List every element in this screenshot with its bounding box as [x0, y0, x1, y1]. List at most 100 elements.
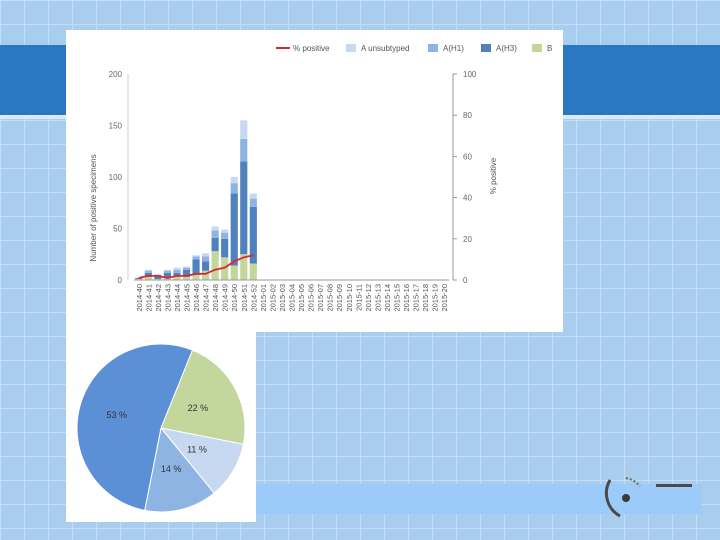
bar-segment	[144, 272, 152, 277]
bar-segment	[249, 206, 257, 264]
y-tick-label: 100	[109, 173, 123, 182]
x-tick-label: 2015-10	[345, 284, 354, 312]
pie-slice-label: 14 %	[161, 464, 182, 474]
y-tick-label: 150	[109, 122, 123, 131]
bar-segment	[163, 277, 171, 280]
x-tick-label: 2015-06	[307, 284, 316, 312]
x-tick-label: 2015-08	[326, 284, 335, 312]
y2-tick-label: 60	[463, 152, 472, 161]
percent-positive-line	[138, 254, 254, 279]
y-axis-label: Number of positive specimens	[89, 154, 98, 261]
bar-segment	[173, 272, 181, 277]
bar-segment	[182, 269, 191, 277]
pie-chart-panel: 22 % 11 % 14 % 53 %	[66, 332, 256, 522]
bar-segment	[192, 274, 200, 280]
bar-segment	[211, 230, 219, 238]
pie-slice-label: 22 %	[188, 403, 209, 413]
bar-segment	[182, 276, 191, 280]
pie-slice	[76, 343, 194, 511]
bar-segment	[211, 237, 219, 252]
bar-segment	[249, 263, 257, 280]
legend-label: A(H1)	[443, 44, 464, 53]
bar-segment	[163, 270, 171, 273]
x-tick-label: 2014-52	[249, 284, 258, 312]
bar-segment	[202, 261, 210, 271]
y2-tick-label: 100	[463, 70, 477, 79]
x-tick-label: 2014-46	[192, 284, 201, 312]
x-tick-label: 2015-14	[383, 284, 392, 312]
x-tick-label: 2014-49	[221, 284, 230, 312]
pie-slice	[160, 349, 246, 445]
bar-segment	[154, 273, 162, 275]
bar-segment	[182, 266, 191, 268]
y2-tick-label: 0	[463, 276, 468, 285]
x-tick-label: 2015-20	[440, 284, 449, 312]
bar-segment	[240, 161, 248, 255]
legend-swatch	[428, 44, 438, 52]
bar-segment	[144, 276, 152, 280]
legend-swatch	[346, 44, 356, 52]
x-tick-label: 2015-01	[259, 284, 268, 312]
bar-segment	[163, 272, 171, 278]
bar-segment	[173, 269, 181, 273]
bar-segment	[202, 253, 210, 257]
x-tick-label: 2014-47	[202, 284, 211, 312]
legend-swatch	[532, 44, 542, 52]
x-tick-label: 2014-42	[154, 284, 163, 312]
bar-segment	[230, 193, 238, 266]
legend-label: B	[547, 44, 552, 53]
bar-segment	[221, 238, 229, 258]
y-tick-label: 50	[113, 225, 122, 234]
bar-segment	[221, 232, 229, 239]
x-tick-label: 2014-41	[144, 284, 153, 312]
bar-segment	[240, 254, 248, 280]
x-tick-label: 2014-40	[135, 284, 144, 312]
bar-segment	[211, 251, 219, 280]
legend-label: A unsubtyped	[361, 44, 409, 53]
bar-segment	[173, 276, 181, 280]
x-tick-label: 2015-17	[412, 284, 421, 312]
legend-swatch	[481, 44, 491, 52]
x-tick-label: 2014-45	[183, 284, 192, 312]
y-tick-label: 0	[118, 276, 123, 285]
x-tick-label: 2014-51	[240, 284, 249, 312]
x-tick-label: 2015-15	[393, 284, 402, 312]
legend: % positive A unsubtyped A(H1) A(H3) B	[276, 44, 552, 53]
x-tick-label: 2015-18	[421, 284, 430, 312]
bar-segment	[192, 259, 200, 275]
x-tick-label: 2015-02	[268, 284, 277, 312]
pie-slice-label: 53 %	[106, 410, 127, 420]
x-tick-label: 2015-19	[431, 284, 440, 312]
bar-segment	[221, 229, 229, 233]
x-tick-label: 2015-07	[316, 284, 325, 312]
bar-segment	[249, 193, 257, 199]
x-tick-label: 2014-50	[230, 284, 239, 312]
bar-segment	[144, 270, 152, 273]
organization-logo	[598, 468, 708, 524]
x-tick-label: 2015-11	[354, 284, 363, 311]
x-tick-label: 2015-05	[297, 284, 306, 312]
bar-segment	[202, 270, 210, 280]
pie-slice-label: 11 %	[187, 445, 207, 455]
bar-segment	[240, 138, 248, 162]
y2-tick-label: 80	[463, 111, 472, 120]
bar-segment	[230, 183, 238, 194]
bar-segment	[230, 265, 238, 280]
bar-chart: % positive A unsubtyped A(H1) A(H3) B 0 50 100…	[89, 44, 552, 312]
x-tick-label: 2015-09	[335, 284, 344, 312]
bar-segment	[182, 267, 191, 270]
bar-marks	[135, 120, 257, 280]
x-tick-label: 2015-13	[373, 284, 382, 312]
x-tick-label: 2015-16	[402, 284, 411, 312]
bar-segment	[135, 277, 143, 279]
bar-segment	[230, 177, 238, 184]
bar-chart-panel: % positive A unsubtyped A(H1) A(H3) B 0 50 100…	[66, 30, 563, 332]
x-tick-label: 2014-43	[163, 284, 172, 312]
x-tick-label: 2015-04	[288, 284, 297, 312]
x-tick-label: 2015-03	[278, 284, 287, 312]
y2-tick-label: 20	[463, 235, 472, 244]
bar-segment	[249, 198, 257, 207]
bar-segment	[221, 257, 229, 280]
bar-segment	[154, 275, 162, 279]
